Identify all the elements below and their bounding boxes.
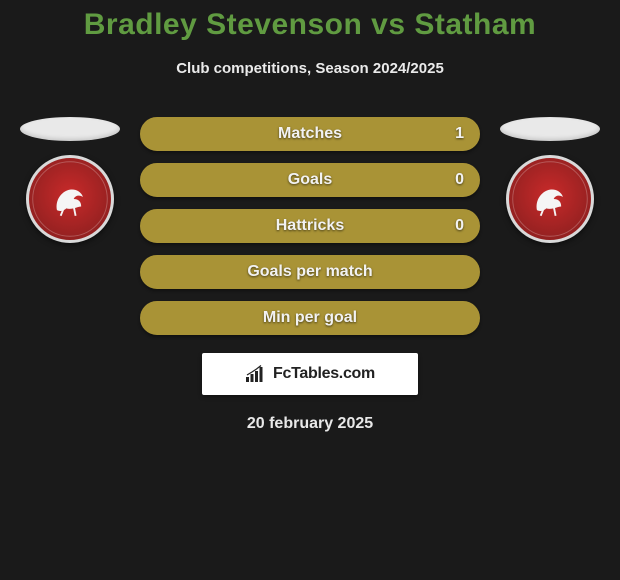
right-club-badge <box>506 155 594 243</box>
stat-row-goals: Goals 0 <box>140 163 480 197</box>
stat-label: Goals per match <box>247 263 372 281</box>
brand-chart-icon <box>245 365 267 383</box>
stat-row-hattricks: Hattricks 0 <box>140 209 480 243</box>
stat-label: Matches <box>278 125 342 143</box>
layout-row: Matches 1 Goals 0 Hattricks 0 Goals per … <box>0 117 620 335</box>
left-player-placeholder <box>20 117 120 141</box>
stat-label: Hattricks <box>276 217 344 235</box>
stat-row-min-per-goal: Min per goal <box>140 301 480 335</box>
stat-label: Goals <box>288 171 332 189</box>
right-player-placeholder <box>500 117 600 141</box>
club-crest-icon <box>509 158 591 240</box>
right-player-column <box>500 117 600 243</box>
left-club-badge <box>26 155 114 243</box>
stats-list: Matches 1 Goals 0 Hattricks 0 Goals per … <box>140 117 480 335</box>
page-title: Bradley Stevenson vs Statham <box>0 8 620 42</box>
brand-text: FcTables.com <box>273 365 375 383</box>
stat-label: Min per goal <box>263 309 357 327</box>
stat-value-right: 1 <box>455 125 464 143</box>
club-crest-icon <box>29 158 111 240</box>
stat-value-right: 0 <box>455 171 464 189</box>
brand-link[interactable]: FcTables.com <box>202 353 418 395</box>
footer-date: 20 february 2025 <box>0 415 620 433</box>
stats-card: Bradley Stevenson vs Statham Club compet… <box>0 0 620 433</box>
left-player-column <box>20 117 120 243</box>
page-subtitle: Club competitions, Season 2024/2025 <box>0 60 620 77</box>
stat-row-matches: Matches 1 <box>140 117 480 151</box>
stat-value-right: 0 <box>455 217 464 235</box>
stat-row-goals-per-match: Goals per match <box>140 255 480 289</box>
